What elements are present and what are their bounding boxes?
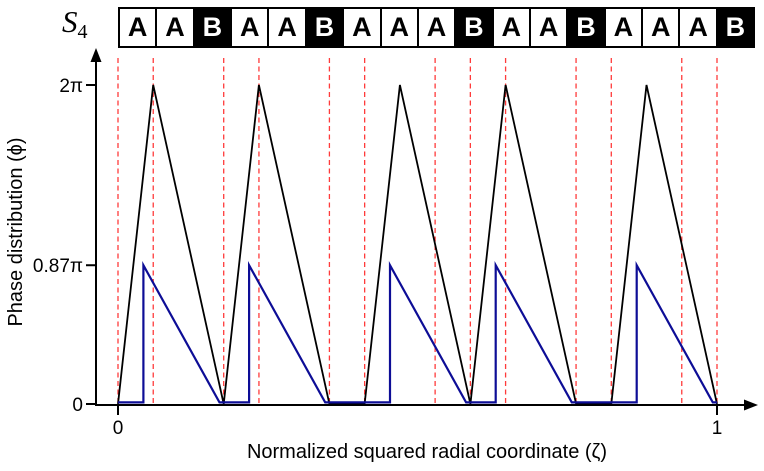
sequence-letter: B [304,7,345,48]
y-axis-label: Phase distribution (ϕ) [5,137,27,326]
sequence-letter: B [566,7,606,48]
sequence-letter: A [528,7,569,48]
x-tick-label: 0 [113,418,124,439]
y-tick-label: 0.87π [33,256,83,277]
x-axis-label: Normalized squared radial coordinate (ζ) [247,441,607,463]
y-tick-label: 0 [72,395,83,416]
phase-profile-2-line [118,260,717,404]
sequence-letter: A [641,7,681,48]
sequence-label: S4 [62,2,88,52]
x-tick-label: 1 [712,418,723,439]
sequence-letter: A [155,7,195,48]
sequence-letter: A [230,7,270,48]
sequence-letter: A [342,7,382,48]
phase-profile-1-line [117,84,718,405]
sequence-label-base: S [62,4,78,39]
y-axis-arrowhead [90,48,102,62]
sequence-label-subscript: 4 [77,21,88,43]
y-tick-label: 2π [59,76,83,97]
x-axis-arrowhead [744,399,758,411]
sequence-letter: B [454,7,494,48]
sequence-letter: B [715,7,756,48]
